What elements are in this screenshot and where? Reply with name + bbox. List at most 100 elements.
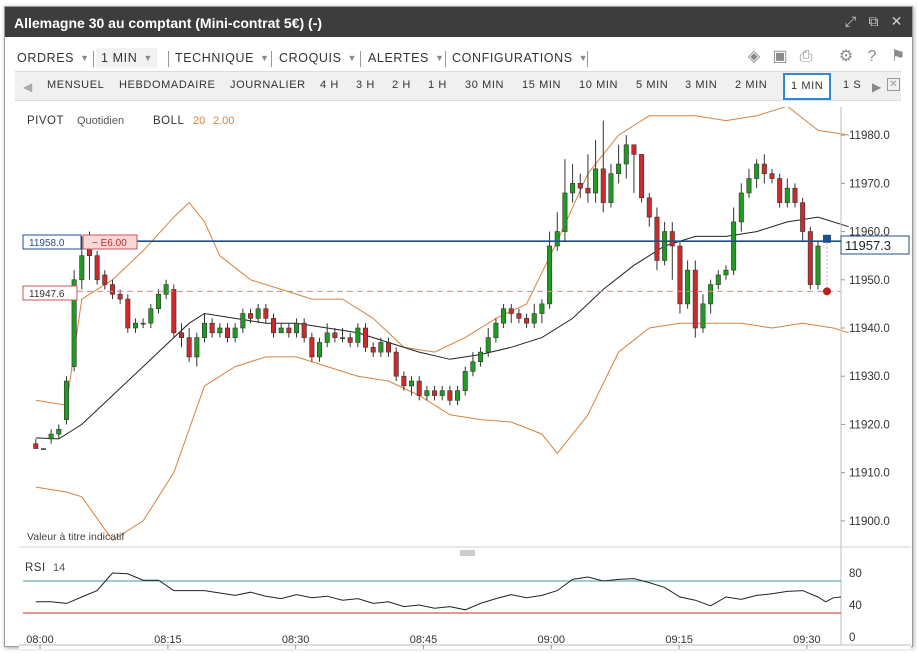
candle: [700, 294, 706, 333]
candle: [340, 328, 346, 343]
rsi-tick-label: 0: [849, 632, 855, 644]
pnl-label-box: [82, 234, 138, 250]
y-tick-label: 11950.0: [849, 275, 890, 287]
entry-price-label: 11958.0: [29, 238, 65, 249]
candle: [386, 337, 392, 357]
candle-body: [616, 163, 622, 174]
candle-body: [117, 293, 123, 300]
title-bar: Allemagne 30 au comptant (Mini-contrat 5…: [5, 7, 912, 37]
candle: [33, 438, 39, 449]
candle-body: [807, 231, 813, 285]
boll-label: BOLL: [153, 115, 185, 127]
gear-icon[interactable]: ⚙: [838, 48, 854, 65]
layers-icon[interactable]: ◈: [747, 48, 761, 65]
menu-sketch[interactable]: CROQUIS ▼: [279, 48, 357, 68]
candle-body: [294, 322, 300, 334]
candle: [807, 226, 813, 290]
tf-1s[interactable]: 1 S: [843, 79, 862, 91]
tf-1min[interactable]: 1 MIN: [783, 73, 832, 100]
candle: [631, 144, 637, 193]
tf-10min[interactable]: 10 MIN: [579, 79, 619, 91]
candle-body: [554, 231, 560, 247]
candle: [240, 308, 246, 333]
tf-2min[interactable]: 2 MIN: [735, 79, 768, 91]
tf-15min[interactable]: 15 MIN: [522, 79, 562, 91]
candle-body: [547, 245, 553, 305]
panel-splitter-icon[interactable]: [460, 550, 475, 556]
scroll-right-icon[interactable]: ▶: [872, 80, 882, 94]
candle-body: [48, 433, 54, 440]
menu-alerts-label: ALERTES: [368, 51, 429, 65]
candle-body: [109, 284, 115, 295]
candle-body: [639, 154, 645, 199]
candle-body: [715, 274, 721, 285]
tf-30min[interactable]: 30 MIN: [465, 79, 505, 91]
close-icon[interactable]: ✕: [890, 13, 903, 29]
candle: [501, 303, 507, 328]
candle-body: [171, 289, 177, 334]
candle: [40, 448, 46, 450]
menu-alerts[interactable]: ALERTES ▼: [368, 48, 444, 68]
candle-body: [478, 351, 484, 363]
candle-body: [278, 327, 284, 334]
candle: [317, 337, 323, 362]
tf-daily[interactable]: JOURNALIER: [230, 79, 306, 91]
candle: [186, 328, 192, 362]
candle-body: [800, 202, 806, 232]
candle-body: [524, 318, 530, 324]
pivot-label: PIVOT: [27, 115, 64, 127]
candle: [140, 318, 146, 328]
timeframe-bar: ◀ MENSUEL HEBDOMADAIRE JOURNALIER 4 H 3 …: [15, 71, 901, 101]
menu-sketch-label: CROQUIS: [279, 51, 342, 65]
y-tick-label: 11900.0: [849, 516, 890, 528]
tf-1h[interactable]: 1 H: [428, 79, 447, 91]
y-tick-label: 11940.0: [849, 323, 890, 335]
menu-interval[interactable]: 1 MIN ▼: [96, 48, 157, 68]
candle-body: [240, 313, 246, 329]
candle-body: [585, 187, 591, 194]
candle-body: [201, 322, 207, 338]
candle: [324, 323, 330, 348]
candle-body: [125, 298, 131, 329]
tf-3h[interactable]: 3 H: [356, 79, 375, 91]
candle-body: [40, 448, 46, 450]
tf-2h[interactable]: 2 H: [392, 79, 411, 91]
y-tick-label: 11930.0: [849, 371, 890, 383]
candle-body: [79, 255, 85, 281]
tf-5min[interactable]: 5 MIN: [636, 79, 669, 91]
menu-orders[interactable]: ORDRES ▼: [17, 48, 90, 68]
expand-icon[interactable]: ⤢: [844, 13, 857, 29]
candle: [708, 279, 714, 314]
candle: [677, 241, 683, 314]
menu-technical[interactable]: TECHNIQUE ▼: [175, 48, 270, 68]
y-tick-label: 11910.0: [849, 468, 890, 480]
candle-body: [355, 327, 361, 343]
candle: [593, 139, 599, 203]
candle-body: [94, 255, 100, 281]
scroll-left-icon[interactable]: ◀: [23, 80, 33, 94]
candle: [255, 303, 261, 324]
tf-weekly[interactable]: HEBDOMADAIRE: [119, 79, 216, 91]
tf-monthly[interactable]: MENSUEL: [47, 79, 105, 91]
candle: [79, 236, 85, 290]
entry-label-box: [22, 234, 82, 250]
tf-3min[interactable]: 3 MIN: [685, 79, 718, 91]
candle-body: [140, 322, 146, 325]
moving-average-line: [35, 216, 849, 440]
chevron-down-icon: ▼: [347, 53, 358, 63]
chevron-down-icon: ▼: [143, 53, 153, 63]
candle: [639, 154, 645, 203]
print-icon[interactable]: ⎙: [799, 48, 813, 65]
candle: [662, 221, 668, 266]
candle: [355, 323, 361, 348]
price-chart[interactable]: 11900.0 11910.0 11920.0 11930.0 11940.0 11950…: [19, 105, 911, 649]
candle: [792, 183, 798, 208]
help-icon[interactable]: ?: [867, 48, 877, 65]
candle-body: [317, 342, 323, 358]
tf-4h[interactable]: 4 H: [320, 79, 339, 91]
popout-icon[interactable]: ⧉: [868, 13, 879, 29]
close-timeframes-icon[interactable]: ✕: [887, 78, 900, 91]
menu-configurations[interactable]: CONFIGURATIONS ▼: [452, 48, 588, 68]
image-icon[interactable]: ▣: [772, 48, 788, 65]
flag-icon[interactable]: ⚑: [890, 48, 906, 65]
